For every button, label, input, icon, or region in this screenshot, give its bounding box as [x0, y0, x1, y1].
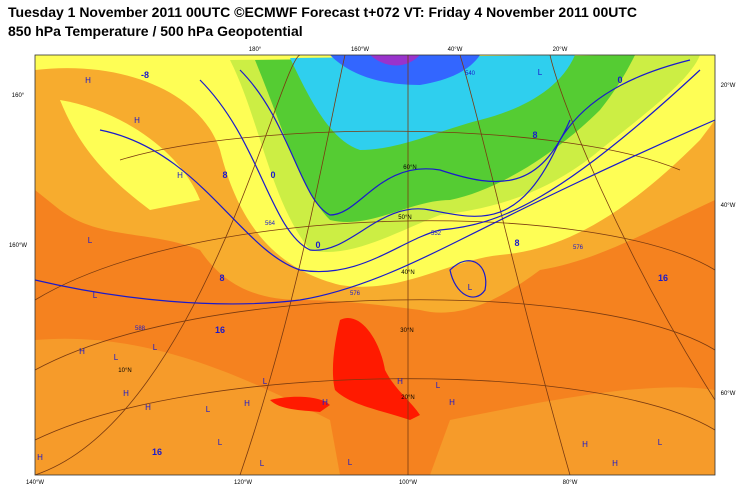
graticule-label: 80°W	[563, 480, 578, 486]
pressure-center: H	[397, 377, 403, 386]
graticule-label: 20°N	[401, 395, 414, 401]
pressure-center: H	[612, 459, 618, 468]
graticule-label: 40°N	[401, 270, 414, 276]
fields	[35, 55, 715, 475]
pressure-center: L	[263, 377, 268, 386]
field-colder	[290, 55, 575, 150]
field-coldest	[330, 55, 480, 85]
graticule-label: 40°W	[721, 203, 736, 209]
pressure-center: H	[123, 389, 129, 398]
contour	[99, 69, 701, 273]
pressure-center: H	[582, 440, 588, 449]
field-cool	[60, 100, 200, 210]
pressure-center: H	[134, 116, 140, 125]
subtitle: 850 hPa Temperature / 500 hPa Geopotenti…	[8, 23, 303, 39]
graticule-label: 160°W	[9, 243, 27, 249]
graticule-label: 60°W	[721, 391, 736, 397]
graticule-label: 160°	[12, 93, 25, 99]
pressure-center: L	[206, 405, 211, 414]
pressure-center: L	[348, 458, 353, 467]
graticule-label: 40°W	[448, 47, 463, 53]
field-coldest	[370, 55, 420, 66]
pressure-center: L	[468, 283, 473, 292]
temperature-label: 8	[219, 273, 224, 283]
pressure-center: L	[153, 343, 158, 352]
pressure-center: L	[93, 291, 98, 300]
title: Tuesday 1 November 2011 00UTC ©ECMWF For…	[8, 4, 638, 20]
pressure-center: H	[177, 171, 183, 180]
meridian	[459, 55, 571, 475]
temperature-label: 8	[222, 170, 227, 180]
pressure-center: L	[260, 459, 265, 468]
pressure-center: L	[114, 353, 119, 362]
contour	[239, 69, 571, 216]
parallel	[35, 299, 715, 371]
pressure-center: L	[218, 438, 223, 447]
pressure-center: H	[37, 453, 43, 462]
parallel	[35, 378, 715, 441]
temperature-label: 0	[617, 75, 622, 85]
geopotential-label: 576	[573, 245, 584, 251]
graticule-label: 180°	[249, 47, 262, 53]
graticule-label: 120°W	[234, 480, 252, 486]
pressure-center: L	[436, 381, 441, 390]
pressure-center: H	[244, 399, 250, 408]
contour	[449, 260, 487, 298]
meridian	[239, 55, 346, 475]
graticule-label: 30°N	[400, 328, 413, 334]
temperature-label: -8	[141, 70, 149, 80]
meridian	[549, 55, 715, 401]
contour	[35, 119, 715, 305]
contour	[199, 59, 691, 251]
field-warm	[430, 387, 715, 475]
graticule-label: 20°W	[721, 83, 736, 89]
geopotential-label: 576	[350, 291, 361, 297]
geopotential-label: 540	[465, 71, 476, 77]
geopotential-label: 588	[135, 326, 146, 332]
pressure-center: H	[449, 398, 455, 407]
parallel	[119, 130, 681, 171]
pressure-center: H	[322, 398, 328, 407]
graticule-label: 140°W	[26, 480, 44, 486]
graticule-label: 100°W	[399, 480, 417, 486]
geopotential-contours	[35, 59, 715, 305]
temperature-label: 16	[152, 447, 162, 457]
graticule-label: 20°W	[553, 47, 568, 53]
field-hot	[270, 396, 330, 412]
temperature-label: 0	[270, 170, 275, 180]
meridian	[35, 55, 301, 475]
field-warm	[35, 338, 340, 475]
graticule-label: 60°N	[403, 165, 416, 171]
geopotential-label: 564	[265, 221, 276, 227]
temperature-label: 16	[658, 273, 668, 283]
pressure-center: H	[145, 403, 151, 412]
pressure-center: L	[658, 438, 663, 447]
geopotential-label: 552	[431, 231, 442, 237]
pressure-center: H	[85, 76, 91, 85]
graticule-label: 50°N	[398, 215, 411, 221]
pressure-center: H	[79, 347, 85, 356]
temperature-label: 8	[514, 238, 519, 248]
field-hot	[332, 318, 420, 420]
parallel	[35, 220, 715, 301]
graticule	[35, 55, 715, 475]
pressure-center: L	[538, 68, 543, 77]
map-frame	[34, 54, 716, 476]
temperature-label: 16	[215, 325, 225, 335]
graticule-label: 160°W	[351, 47, 369, 53]
pressure-center: L	[88, 236, 93, 245]
temperature-label: 8	[532, 130, 537, 140]
temperature-label: 0	[315, 240, 320, 250]
graticule-label: 10°N	[118, 368, 131, 374]
